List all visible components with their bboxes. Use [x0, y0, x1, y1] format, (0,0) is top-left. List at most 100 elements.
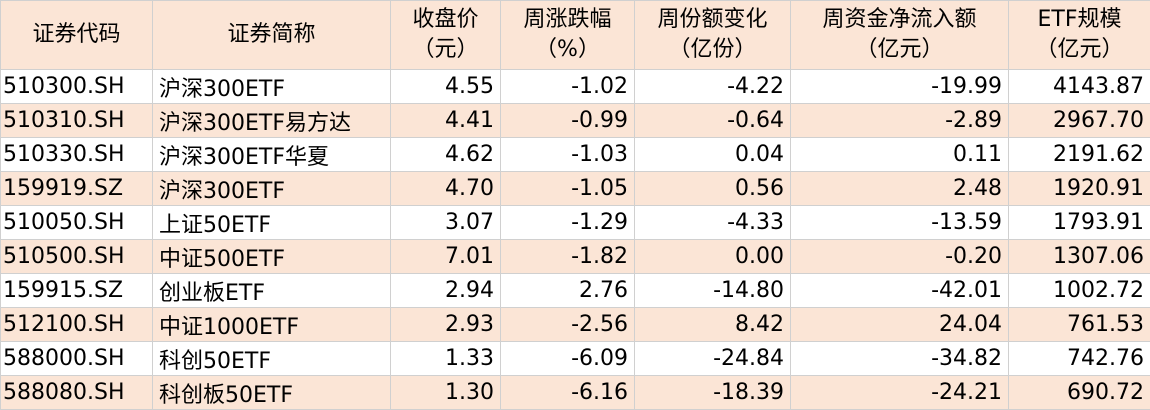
table-cell: -1.02	[501, 70, 635, 104]
table-cell: -0.20	[791, 240, 1009, 274]
table-cell: 159919.SZ	[1, 172, 153, 206]
table-cell: 2.76	[501, 274, 635, 308]
table-cell: -18.39	[635, 376, 791, 410]
header-text: 周涨跌幅	[507, 5, 628, 35]
table-cell: 510310.SH	[1, 104, 153, 138]
header-row: 证券代码证券简称收盘价（元）周涨跌幅（%）周份额变化（亿份）周资金净流入额（亿元…	[1, 1, 1150, 70]
header-text: （元）	[397, 35, 494, 65]
table-cell: 中证500ETF	[153, 240, 391, 274]
table-cell: 3.07	[391, 206, 501, 240]
table-cell: 510300.SH	[1, 70, 153, 104]
table-cell: -1.03	[501, 138, 635, 172]
header-cell: 周资金净流入额（亿元）	[791, 1, 1009, 70]
table-cell: -4.33	[635, 206, 791, 240]
table-cell: 690.72	[1009, 376, 1150, 410]
table-cell: 4.55	[391, 70, 501, 104]
table-cell: -1.82	[501, 240, 635, 274]
table-cell: -4.22	[635, 70, 791, 104]
table-cell: 沪深300ETF	[153, 172, 391, 206]
table-cell: 沪深300ETF易方达	[153, 104, 391, 138]
header-text: （亿份）	[641, 35, 784, 65]
header-cell: 证券简称	[153, 1, 391, 70]
header-text: 证券简称	[159, 20, 384, 50]
table-cell: 沪深300ETF	[153, 70, 391, 104]
table-cell: -2.56	[501, 308, 635, 342]
table-cell: 510050.SH	[1, 206, 153, 240]
header-text: 周资金净流入额	[797, 5, 1002, 35]
table-cell: -13.59	[791, 206, 1009, 240]
header-text: 收盘价	[397, 5, 494, 35]
table-cell: 1920.91	[1009, 172, 1150, 206]
table-cell: -24.84	[635, 342, 791, 376]
table-cell: -1.29	[501, 206, 635, 240]
table-cell: 2191.62	[1009, 138, 1150, 172]
table-cell: -14.80	[635, 274, 791, 308]
table-cell: 沪深300ETF华夏	[153, 138, 391, 172]
table-cell: -0.64	[635, 104, 791, 138]
table-cell: 4.62	[391, 138, 501, 172]
table-cell: 4143.87	[1009, 70, 1150, 104]
table-cell: 588000.SH	[1, 342, 153, 376]
table-cell: 科创50ETF	[153, 342, 391, 376]
table-cell: 1.33	[391, 342, 501, 376]
table-cell: -0.99	[501, 104, 635, 138]
header-cell: 周份额变化（亿份）	[635, 1, 791, 70]
table-cell: 2.94	[391, 274, 501, 308]
table-cell: -24.21	[791, 376, 1009, 410]
table-cell: -2.89	[791, 104, 1009, 138]
header-cell: 证券代码	[1, 1, 153, 70]
table-cell: 2.93	[391, 308, 501, 342]
table-cell: 510330.SH	[1, 138, 153, 172]
table-cell: 1793.91	[1009, 206, 1150, 240]
header-text: 证券代码	[7, 20, 146, 50]
table-cell: -1.05	[501, 172, 635, 206]
table-cell: 4.70	[391, 172, 501, 206]
table-cell: 1307.06	[1009, 240, 1150, 274]
header-text: （亿元）	[797, 35, 1002, 65]
table-cell: 2.48	[791, 172, 1009, 206]
header-cell: 收盘价（元）	[391, 1, 501, 70]
table-cell: 8.42	[635, 308, 791, 342]
table-cell: 761.53	[1009, 308, 1150, 342]
table-cell: 588080.SH	[1, 376, 153, 410]
table-cell: -19.99	[791, 70, 1009, 104]
table-cell: 0.11	[791, 138, 1009, 172]
header-cell: 周涨跌幅（%）	[501, 1, 635, 70]
table-cell: 中证1000ETF	[153, 308, 391, 342]
table-cell: 7.01	[391, 240, 501, 274]
table-cell: 0.04	[635, 138, 791, 172]
table-cell: 创业板ETF	[153, 274, 391, 308]
table-cell: 0.56	[635, 172, 791, 206]
table-cell: 512100.SH	[1, 308, 153, 342]
table-cell: -42.01	[791, 274, 1009, 308]
header-text: （亿元）	[1015, 35, 1144, 65]
header-text: （%）	[507, 35, 628, 65]
table-cell: 上证50ETF	[153, 206, 391, 240]
header-text: ETF规模	[1015, 5, 1144, 35]
table-cell: 510500.SH	[1, 240, 153, 274]
table-cell: 159915.SZ	[1, 274, 153, 308]
table-cell: 24.04	[791, 308, 1009, 342]
table-cell: 2967.70	[1009, 104, 1150, 138]
table-cell: 0.00	[635, 240, 791, 274]
table-cell: -34.82	[791, 342, 1009, 376]
header-text: 周份额变化	[641, 5, 784, 35]
table-cell: 1.30	[391, 376, 501, 410]
table-cell: 4.41	[391, 104, 501, 138]
header-cell: ETF规模（亿元）	[1009, 1, 1150, 70]
table-cell: -6.16	[501, 376, 635, 410]
table-cell: 科创板50ETF	[153, 376, 391, 410]
table-cell: 1002.72	[1009, 274, 1150, 308]
